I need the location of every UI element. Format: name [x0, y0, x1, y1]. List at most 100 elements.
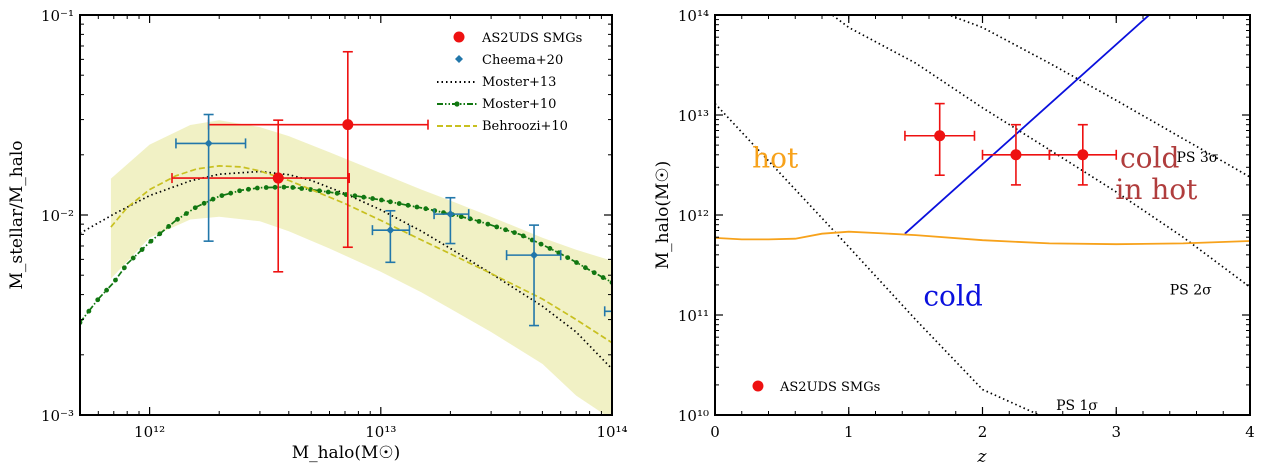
- moster10-dot: [458, 214, 464, 220]
- ps-curve-label-0: PS 1σ: [1056, 398, 1098, 414]
- legend-dot-moster10: [454, 101, 460, 107]
- marker-diamond: [613, 307, 621, 315]
- right-series-ps-2-: [830, 15, 1250, 288]
- marker-circle: [272, 172, 284, 184]
- marker-diamond: [446, 210, 455, 219]
- moster10-dot: [334, 190, 340, 196]
- left-point-cheema-20-1: [371, 209, 411, 264]
- left-point-cheema-20-3: [505, 224, 562, 327]
- moster10-dot: [246, 186, 251, 192]
- moster10-dot: [201, 200, 207, 206]
- moster10-dot: [396, 201, 402, 206]
- moster10-dot: [86, 308, 92, 314]
- right-x-axis-label: z: [977, 447, 988, 467]
- legend-label-as2uds: AS2UDS SMGs: [481, 31, 582, 46]
- moster10-dot: [299, 186, 305, 191]
- moster10-dot: [325, 189, 331, 195]
- moster10-dot: [192, 205, 198, 211]
- moster10-dot: [387, 199, 393, 205]
- moster10-dot: [228, 190, 234, 196]
- right-ytick-label-4: 10¹⁴: [678, 7, 709, 25]
- moster10-dot: [157, 231, 163, 237]
- moster10-dot: [166, 224, 172, 229]
- right-ytick-label-3: 10¹³: [678, 107, 709, 125]
- legend-label-cheema: Cheema+20: [482, 53, 563, 68]
- moster10-dot: [352, 193, 358, 199]
- moster10-dot: [263, 185, 269, 190]
- region-label-3: in hot: [1115, 173, 1198, 206]
- right-xtick-label-0: 0: [710, 423, 720, 441]
- moster10-dot: [95, 297, 101, 303]
- moster10-dot: [175, 216, 180, 222]
- moster10-dot: [512, 230, 517, 236]
- left-y-axis-label: M_stellar/M_halo: [7, 140, 27, 289]
- moster10-dot: [520, 233, 526, 239]
- left-xtick-label-0: 10¹²: [134, 423, 165, 441]
- moster10-dot: [104, 287, 109, 293]
- right-ytick-label-1: 10¹¹: [678, 307, 709, 325]
- right-xtick-label-4: 4: [1245, 423, 1255, 441]
- moster10-dot: [113, 277, 118, 283]
- right-series-shock-heating: [715, 230, 1250, 246]
- moster10-dot: [574, 260, 579, 265]
- marker-diamond: [386, 226, 395, 235]
- left-ytick-label-2: 10⁻¹: [41, 7, 74, 25]
- moster10-dot: [547, 246, 553, 251]
- moster10-dot: [184, 211, 189, 216]
- moster10-dot: [139, 247, 145, 252]
- left-point-cheema-20-4: [603, 306, 621, 317]
- left-data-layer: [80, 50, 621, 415]
- moster10-dot: [370, 196, 375, 201]
- left-chart: 10¹² 10¹³ 10¹⁴ 10⁻³ 10⁻² 10⁻¹ M_halo(M☉) M_st…: [7, 7, 628, 463]
- marker-circle: [1010, 149, 1022, 161]
- right-y-axis-label: M_halo(M☉): [653, 161, 673, 270]
- left-xtick-label-2: 10¹⁴: [596, 423, 627, 441]
- moster10-dot: [591, 270, 597, 276]
- marker-diamond: [204, 139, 213, 148]
- moster10-dot: [317, 188, 322, 194]
- moster10-dot: [361, 194, 367, 200]
- legend-label-moster10: Moster+10: [482, 97, 556, 112]
- left-xtick-label-1: 10¹³: [365, 423, 396, 441]
- moster10-dot: [379, 197, 384, 203]
- moster10-dot: [272, 184, 278, 190]
- right-axis-ticks: 0 1 2 3 4 10¹⁰ 10¹¹ 10¹² 10¹³ 10¹⁴: [678, 7, 1255, 441]
- moster10-dot: [565, 255, 571, 261]
- legend-label-moster13: Moster+13: [482, 75, 556, 90]
- moster10-dot: [210, 196, 216, 202]
- right-ytick-label-0: 10¹⁰: [678, 407, 709, 425]
- right-point-as2uds-smgs-1: [981, 123, 1051, 186]
- region-label-2: cold: [1120, 141, 1179, 174]
- ps-curve-label-1: PS 2σ: [1170, 283, 1212, 299]
- left-legend: AS2UDS SMGs Cheema+20 Moster+13 Moster+1…: [437, 31, 582, 134]
- legend-marker-cheema: [455, 55, 463, 63]
- marker-circle: [934, 130, 946, 142]
- ps-curve-label-2: PS 3σ: [1176, 150, 1218, 166]
- moster10-dot: [130, 255, 136, 261]
- moster10-dot: [237, 188, 243, 194]
- right-legend: AS2UDS SMGs: [752, 380, 880, 395]
- left-axis-ticks: 10¹² 10¹³ 10¹⁴ 10⁻³ 10⁻² 10⁻¹: [41, 7, 628, 441]
- moster10-dot: [414, 204, 420, 210]
- marker-circle: [1077, 149, 1089, 161]
- marker-diamond: [530, 251, 539, 260]
- left-point-cheema-20-2: [433, 196, 470, 245]
- right-xtick-label-1: 1: [844, 423, 854, 441]
- moster10-dot: [254, 185, 260, 191]
- right-series-ps-1-: [715, 103, 1042, 415]
- right-ytick-label-2: 10¹²: [678, 207, 709, 225]
- right-xtick-label-2: 2: [978, 423, 988, 441]
- left-point-as2uds-smgs-1: [207, 50, 429, 249]
- right-plot-frame: [714, 14, 1251, 416]
- moster10-dot: [219, 193, 225, 198]
- moster10-dot: [290, 185, 296, 190]
- legend-marker-as2uds-right: [752, 380, 764, 392]
- left-ytick-label-0: 10⁻³: [41, 407, 74, 425]
- moster10-dot: [423, 206, 429, 212]
- marker-circle: [342, 119, 354, 131]
- moster10-dot: [538, 241, 544, 247]
- behroozi-scatter-band: [110, 120, 612, 415]
- right-point-as2uds-smgs-2: [1048, 123, 1118, 186]
